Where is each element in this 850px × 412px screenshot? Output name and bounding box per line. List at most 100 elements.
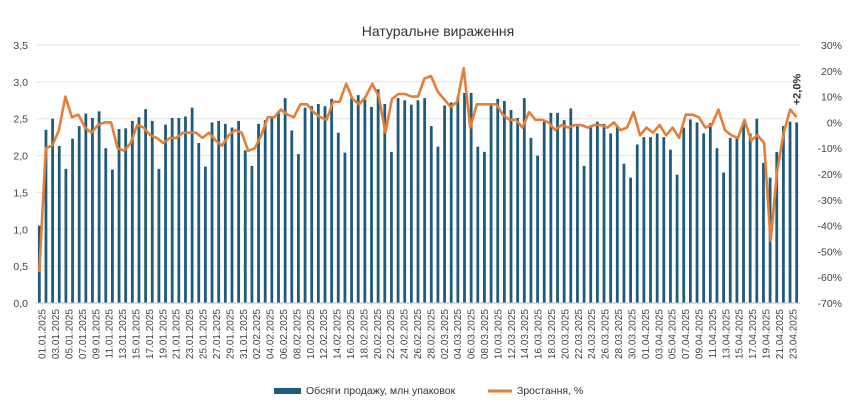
chart-title: Натуральне вираження [362, 23, 514, 39]
bar [356, 95, 360, 303]
legend-swatch-bars [274, 388, 301, 394]
bar [117, 129, 121, 303]
bar [649, 137, 652, 303]
bar [635, 144, 639, 303]
x-tick-label: 27.01.2025 [212, 309, 223, 359]
bar [728, 137, 732, 303]
x-tick-label: 02.02.2025 [252, 309, 263, 359]
bar [742, 123, 745, 303]
bar [350, 98, 353, 304]
x-tick-label: 17.04.2025 [748, 309, 759, 359]
bar [469, 92, 473, 304]
bar [137, 117, 141, 304]
bar [316, 103, 320, 303]
bar [576, 126, 579, 303]
x-tick-label: 15.04.2025 [735, 309, 746, 359]
x-tick-label: 18.03.2025 [547, 309, 558, 359]
bar [416, 100, 420, 304]
x-tick-label: 01.04.2025 [641, 309, 652, 359]
bar-series [37, 89, 799, 304]
x-tick-label: 14.02.2025 [333, 309, 344, 359]
x-tick-label: 21.01.2025 [172, 309, 183, 359]
right-tick-label: 30% [821, 40, 842, 52]
bar [449, 102, 453, 303]
legend: Обсяги продажу, млн упаковок Зростання, … [274, 385, 583, 397]
bar [516, 117, 520, 303]
bar [562, 120, 566, 303]
x-tick-label: 08.02.2025 [292, 309, 303, 359]
x-tick-label: 31.01.2025 [239, 309, 250, 359]
bar [549, 112, 553, 304]
bar [755, 118, 759, 303]
bar [257, 123, 260, 303]
x-tick-label: 25.01.2025 [199, 309, 210, 359]
bar [217, 120, 221, 303]
legend-label-line: Зростання, % [517, 385, 583, 397]
bar [190, 107, 194, 304]
bar [330, 98, 334, 303]
bar [489, 104, 493, 303]
bar [51, 118, 55, 303]
bar [443, 105, 446, 304]
x-tick-label: 24.02.2025 [400, 309, 411, 359]
bar [177, 117, 181, 303]
bar [423, 98, 427, 304]
x-tick-label: 22.02.2025 [386, 309, 397, 359]
bar [336, 132, 340, 303]
x-tick-label: 20.02.2025 [373, 309, 384, 359]
left-tick-label: 2,0 [13, 151, 28, 163]
x-tick-label: 02.03.2025 [440, 309, 451, 359]
x-tick-label: 23.01.2025 [185, 309, 196, 359]
x-tick-label: 10.03.2025 [493, 309, 504, 359]
x-tick-label: 28.03.2025 [614, 309, 625, 359]
x-axis: 01.01.2025 03.01.2025 05.01.2025 07.01.2025… [36, 302, 800, 359]
bar [463, 92, 466, 304]
x-tick-label: 09.04.2025 [694, 309, 705, 359]
bar [390, 151, 393, 303]
bar [622, 163, 626, 303]
bar [496, 98, 500, 303]
bar [642, 137, 646, 303]
x-tick-label: 10.02.2025 [306, 309, 317, 359]
bar [170, 117, 174, 303]
bar [164, 124, 167, 304]
bar [595, 121, 599, 303]
bar [522, 98, 526, 304]
bar [536, 155, 539, 303]
x-tick-label: 07.04.2025 [681, 309, 692, 359]
bar [310, 106, 314, 303]
bar [383, 103, 387, 303]
left-tick-label: 0,5 [13, 261, 28, 273]
left-tick-label: 0,0 [13, 298, 28, 310]
bar [502, 101, 506, 303]
x-tick-label: 24.03.2025 [587, 309, 598, 359]
x-tick-label: 07.01.2025 [78, 309, 89, 359]
bar [204, 166, 207, 303]
bar [795, 122, 799, 304]
bar [775, 151, 779, 303]
x-tick-label: 15.01.2025 [132, 309, 143, 359]
bar [702, 133, 706, 303]
bar [150, 120, 154, 303]
bar [44, 129, 48, 303]
x-tick-label: 11.01.2025 [105, 309, 116, 359]
bar [104, 148, 108, 303]
right-tick-label: -50% [817, 246, 842, 258]
bar [483, 151, 486, 303]
x-tick-label: 16.02.2025 [346, 309, 357, 359]
bar [343, 152, 347, 303]
bar [323, 106, 327, 303]
right-tick-label: -20% [817, 169, 842, 181]
bar [662, 137, 666, 303]
bar [130, 120, 134, 303]
x-tick-label: 26.03.2025 [601, 309, 612, 359]
right-tick-label: 20% [821, 66, 842, 78]
left-tick-label: 3,5 [13, 40, 28, 52]
left-tick-label: 2,5 [13, 114, 28, 126]
bar [609, 133, 613, 303]
right-tick-label: -30% [817, 195, 842, 207]
x-tick-label: 30.03.2025 [627, 309, 638, 359]
x-tick-label: 21.04.2025 [775, 309, 786, 359]
x-tick-label: 08.03.2025 [480, 309, 491, 359]
x-tick-label: 11.04.2025 [708, 309, 719, 359]
